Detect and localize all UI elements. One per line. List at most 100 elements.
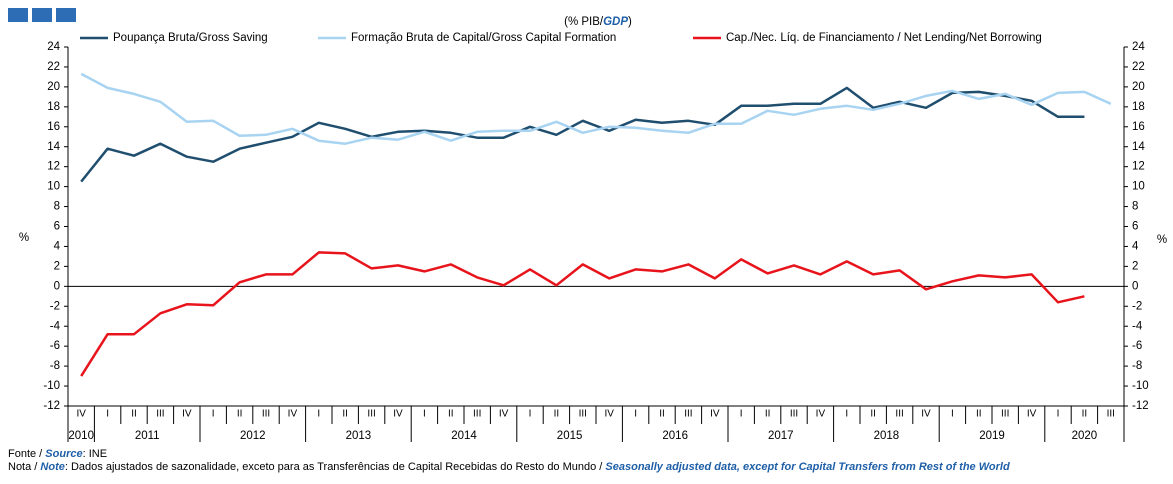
subtitle: (% PIB/GDP)	[564, 16, 632, 28]
x-tick-label: II	[237, 409, 243, 420]
x-tick-label: II	[554, 409, 560, 420]
y-axis-label: %	[19, 232, 29, 244]
x-tick-label: IV	[76, 409, 86, 420]
x-tick-label: II	[659, 409, 665, 420]
x-tick-label: I	[106, 409, 109, 420]
y2-tick-label: 6	[1132, 221, 1138, 233]
year-label: 2012	[240, 430, 266, 442]
x-tick-label: III	[684, 409, 692, 420]
x-tick-label: II	[342, 409, 348, 420]
y-tick-label: -10	[43, 380, 60, 392]
y-tick-label: 0	[54, 280, 60, 292]
x-tick-label: III	[895, 409, 903, 420]
note-part: Nota /	[8, 461, 41, 473]
year-label: 2020	[1072, 430, 1098, 442]
x-tick-label: II	[131, 409, 137, 420]
y2-tick-label: 0	[1132, 280, 1138, 292]
year-label: 2010	[68, 430, 94, 442]
y-tick-label: 18	[47, 101, 60, 113]
x-tick-label: II	[448, 409, 454, 420]
y2-tick-label: 14	[1132, 141, 1145, 153]
y2-tick-label: -8	[1132, 360, 1142, 372]
x-tick-label: I	[529, 409, 532, 420]
x-tick-label: III	[262, 409, 270, 420]
x-tick-label: III	[367, 409, 375, 420]
y-tick-label: -8	[50, 360, 60, 372]
x-tick-label: IV	[816, 409, 826, 420]
y-tick-label: 6	[54, 221, 60, 233]
y-tick-label: -2	[50, 300, 60, 312]
y2-tick-label: -4	[1132, 320, 1143, 332]
x-tick-label: IV	[1027, 409, 1037, 420]
x-tick-label: I	[951, 409, 954, 420]
source-part: Fonte /	[8, 448, 46, 460]
source: Fonte / Source: INE	[8, 448, 1170, 460]
series-line	[80, 251, 1085, 377]
y2-tick-label: -6	[1132, 340, 1142, 352]
x-tick-label: IV	[921, 409, 931, 420]
y2-tick-label: -12	[1132, 400, 1149, 412]
x-tick-label: I	[634, 409, 637, 420]
x-tick-label: I	[1057, 409, 1060, 420]
note: Nota / Note: Dados ajustados de sazonali…	[8, 461, 1170, 473]
year-label: 2013	[346, 430, 372, 442]
logo-block	[8, 8, 28, 22]
x-tick-label: III	[1001, 409, 1009, 420]
y-tick-label: -12	[43, 400, 60, 412]
y2-tick-label: 10	[1132, 181, 1145, 193]
x-tick-label: I	[212, 409, 215, 420]
x-tick-label: III	[790, 409, 798, 420]
y2-tick-label: -10	[1132, 380, 1149, 392]
y-tick-label: 10	[47, 181, 60, 193]
y2-tick-label: 8	[1132, 201, 1138, 213]
legend-label: Poupança Bruta/Gross Saving	[113, 32, 268, 44]
x-tick-label: II	[870, 409, 876, 420]
x-tick-label: I	[845, 409, 848, 420]
note-part: Seasonally adjusted data, except for Cap…	[605, 461, 1010, 473]
y2-tick-label: 20	[1132, 81, 1145, 93]
year-label: 2017	[768, 430, 794, 442]
x-tick-label: II	[976, 409, 982, 420]
y2-tick-label: 4	[1132, 240, 1139, 252]
y2-tick-label: 22	[1132, 61, 1145, 73]
year-label: 2015	[557, 430, 583, 442]
series-line	[80, 72, 1112, 145]
x-tick-label: III	[579, 409, 587, 420]
x-tick-label: III	[156, 409, 164, 420]
year-label: 2018	[874, 430, 900, 442]
chart: (% PIB/GDP) % % -12 -12 -10 -10 -8 -8 -6 -6 -4 -4…	[8, 8, 1167, 442]
year-label: 2011	[135, 430, 160, 442]
x-tick-label: I	[740, 409, 743, 420]
source-part: Source	[45, 448, 83, 460]
y-tick-label: 20	[47, 81, 60, 93]
y-tick-label: 24	[47, 41, 60, 53]
y-tick-label: 8	[54, 201, 60, 213]
subtitle-part: )	[628, 16, 632, 28]
year-label: 2019	[979, 430, 1005, 442]
y2-tick-label: 12	[1132, 161, 1145, 173]
x-tick-label: I	[423, 409, 426, 420]
source-part: : INE	[82, 448, 108, 460]
legend-label: Formação Bruta de Capital/Gross Capital …	[351, 32, 616, 44]
subtitle-part: GDP	[603, 16, 628, 28]
logo-block	[56, 8, 76, 22]
y2-axis-label: %	[1157, 234, 1167, 246]
x-tick-label: IV	[182, 409, 192, 420]
y-tick-label: 12	[47, 161, 60, 173]
y2-tick-label: 2	[1132, 260, 1138, 272]
x-tick-label: IV	[288, 409, 298, 420]
y-tick-label: -6	[50, 340, 60, 352]
legend-label: Cap./Nec. Líq. de Financiamento / Net Le…	[726, 32, 1042, 44]
y-tick-label: -4	[50, 320, 61, 332]
note-part: : Dados ajustados de sazonalidade, excet…	[64, 461, 606, 473]
y-tick-label: 14	[47, 141, 60, 153]
x-tick-label: III	[473, 409, 481, 420]
y-tick-label: 2	[54, 260, 60, 272]
x-tick-label: III	[1107, 409, 1115, 420]
x-tick-label: IV	[604, 409, 614, 420]
year-label: 2014	[451, 430, 477, 442]
x-tick-label: IV	[499, 409, 509, 420]
subtitle-part: (% PIB/	[564, 16, 604, 28]
x-tick-label: II	[1082, 409, 1088, 420]
